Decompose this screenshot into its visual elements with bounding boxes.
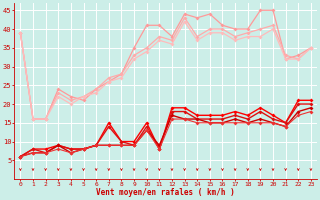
X-axis label: Vent moyen/en rafales ( km/h ): Vent moyen/en rafales ( km/h ) — [96, 188, 235, 197]
